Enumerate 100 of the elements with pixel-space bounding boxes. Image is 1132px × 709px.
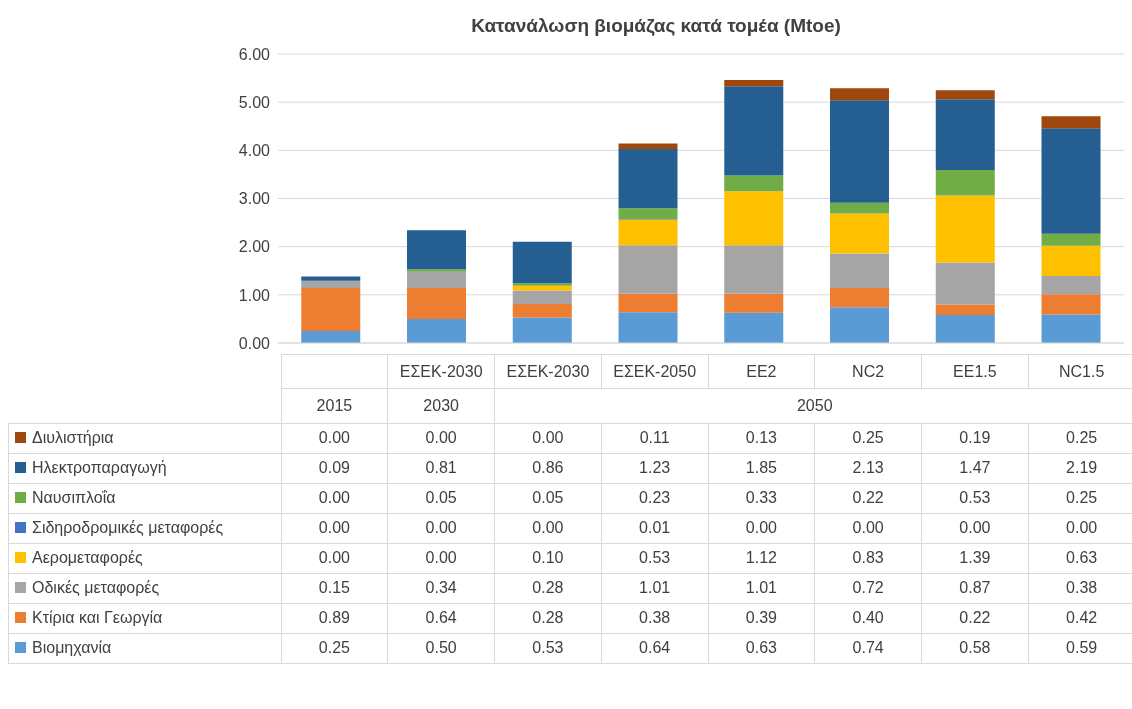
data-label: 0.15 xyxy=(281,573,388,603)
y-tick-label: 6.00 xyxy=(238,45,271,63)
bar xyxy=(830,213,890,254)
data-label: 0.05 xyxy=(494,483,602,513)
bar xyxy=(512,303,572,318)
data-label: 0.00 xyxy=(921,513,1029,543)
bar xyxy=(407,230,467,270)
data-label: 0.00 xyxy=(708,513,815,543)
data-label: 0.83 xyxy=(814,543,922,573)
bar xyxy=(618,143,678,149)
data-label: 0.11 xyxy=(601,423,708,453)
bar xyxy=(935,170,995,196)
data-label: 0.05 xyxy=(387,483,495,513)
data-label: 1.01 xyxy=(708,573,815,603)
y-tick-label: 4.00 xyxy=(238,142,271,160)
bar xyxy=(724,245,784,294)
bar xyxy=(407,269,467,272)
data-label: 0.38 xyxy=(1028,573,1132,603)
data-label: 0.74 xyxy=(814,633,922,663)
legend-label: Αερομεταφορές xyxy=(8,543,281,573)
legend-label: Οδικές μεταφορές xyxy=(8,573,281,603)
bar xyxy=(724,175,784,192)
bar xyxy=(1041,314,1101,343)
data-label: 0.23 xyxy=(601,483,708,513)
bar xyxy=(618,245,678,294)
data-label: 0.28 xyxy=(494,573,602,603)
data-label: 0.59 xyxy=(1028,633,1132,663)
data-label: 0.53 xyxy=(921,483,1029,513)
data-label: 0.00 xyxy=(387,423,495,453)
bar xyxy=(724,191,784,246)
data-label: 0.10 xyxy=(494,543,602,573)
bar xyxy=(830,88,890,101)
bar xyxy=(407,318,467,343)
data-label: 0.01 xyxy=(601,513,708,543)
bar xyxy=(301,276,361,281)
y-tick-label: 2.00 xyxy=(238,238,271,256)
data-label: 0.00 xyxy=(281,543,388,573)
bar xyxy=(830,288,890,308)
bar xyxy=(1041,276,1101,295)
data-label: 0.00 xyxy=(1028,513,1132,543)
data-label: 0.25 xyxy=(1028,423,1132,453)
bar xyxy=(830,253,890,289)
data-label: 0.33 xyxy=(708,483,815,513)
bar xyxy=(935,90,995,100)
data-label: 0.00 xyxy=(387,513,495,543)
bar xyxy=(1041,245,1101,277)
legend-label: Ναυσιπλοΐα xyxy=(8,483,281,513)
bar xyxy=(830,307,890,343)
chart-title: Κατανάλωση βιομάζας κατά τομέα (Mtoe) xyxy=(470,14,842,38)
y-tick-label: 0.00 xyxy=(238,334,271,352)
bar xyxy=(830,202,890,214)
x-tick-label: ΕΣΕΚ-2030 xyxy=(494,354,602,389)
bar xyxy=(935,304,995,316)
data-label: 0.53 xyxy=(601,543,708,573)
data-label: 0.86 xyxy=(494,453,602,483)
data-label: 1.39 xyxy=(921,543,1029,573)
y-tick-label: 1.00 xyxy=(238,286,271,304)
data-label: 0.25 xyxy=(814,423,922,453)
data-label: 0.53 xyxy=(494,633,602,663)
data-label: 0.40 xyxy=(814,603,922,633)
legend-label: Σιδηροδρομικές μεταφορές xyxy=(8,513,281,543)
legend-label: Κτίρια και Γεωργία xyxy=(8,603,281,633)
x-tick-label: EE2 xyxy=(708,354,815,389)
data-label: 0.39 xyxy=(708,603,815,633)
bar xyxy=(618,148,678,209)
data-label: 0.28 xyxy=(494,603,602,633)
data-label: 0.13 xyxy=(708,423,815,453)
data-label: 1.12 xyxy=(708,543,815,573)
data-label: 0.38 xyxy=(601,603,708,633)
data-label: 1.01 xyxy=(601,573,708,603)
text: 2015 xyxy=(281,388,388,423)
data-label: 1.47 xyxy=(921,453,1029,483)
data-label: 2.13 xyxy=(814,453,922,483)
data-label: 0.00 xyxy=(814,513,922,543)
bar xyxy=(618,293,678,313)
bar xyxy=(1041,128,1101,234)
data-label: 0.89 xyxy=(281,603,388,633)
data-label: 0.63 xyxy=(708,633,815,663)
data-label: 0.25 xyxy=(281,633,388,663)
data-label: 0.00 xyxy=(281,483,388,513)
data-label: 0.22 xyxy=(921,603,1029,633)
bar xyxy=(935,195,995,263)
y-tick-label: 3.00 xyxy=(238,190,271,208)
bar xyxy=(618,312,678,343)
bar xyxy=(407,288,467,319)
legend-label: Ηλεκτροπαραγωγή xyxy=(8,453,281,483)
legend-label: Διυλιστήρια xyxy=(8,423,281,453)
bar xyxy=(407,271,467,289)
bar xyxy=(724,80,784,87)
bar xyxy=(618,208,678,220)
x-tick-label: NC2 xyxy=(814,354,922,389)
data-label: 0.58 xyxy=(921,633,1029,663)
data-label: 0.25 xyxy=(1028,483,1132,513)
y-tick-label: 5.00 xyxy=(238,93,271,111)
x-tick-label: NC1.5 xyxy=(1028,354,1132,389)
bar xyxy=(724,86,784,176)
x-tick-label: EE1.5 xyxy=(921,354,1029,389)
bar xyxy=(301,280,361,289)
bar xyxy=(724,312,784,343)
text: 2030 xyxy=(387,388,495,423)
